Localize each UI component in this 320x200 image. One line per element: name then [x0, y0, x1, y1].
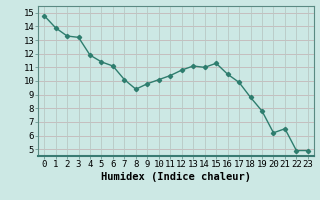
X-axis label: Humidex (Indice chaleur): Humidex (Indice chaleur) — [101, 172, 251, 182]
